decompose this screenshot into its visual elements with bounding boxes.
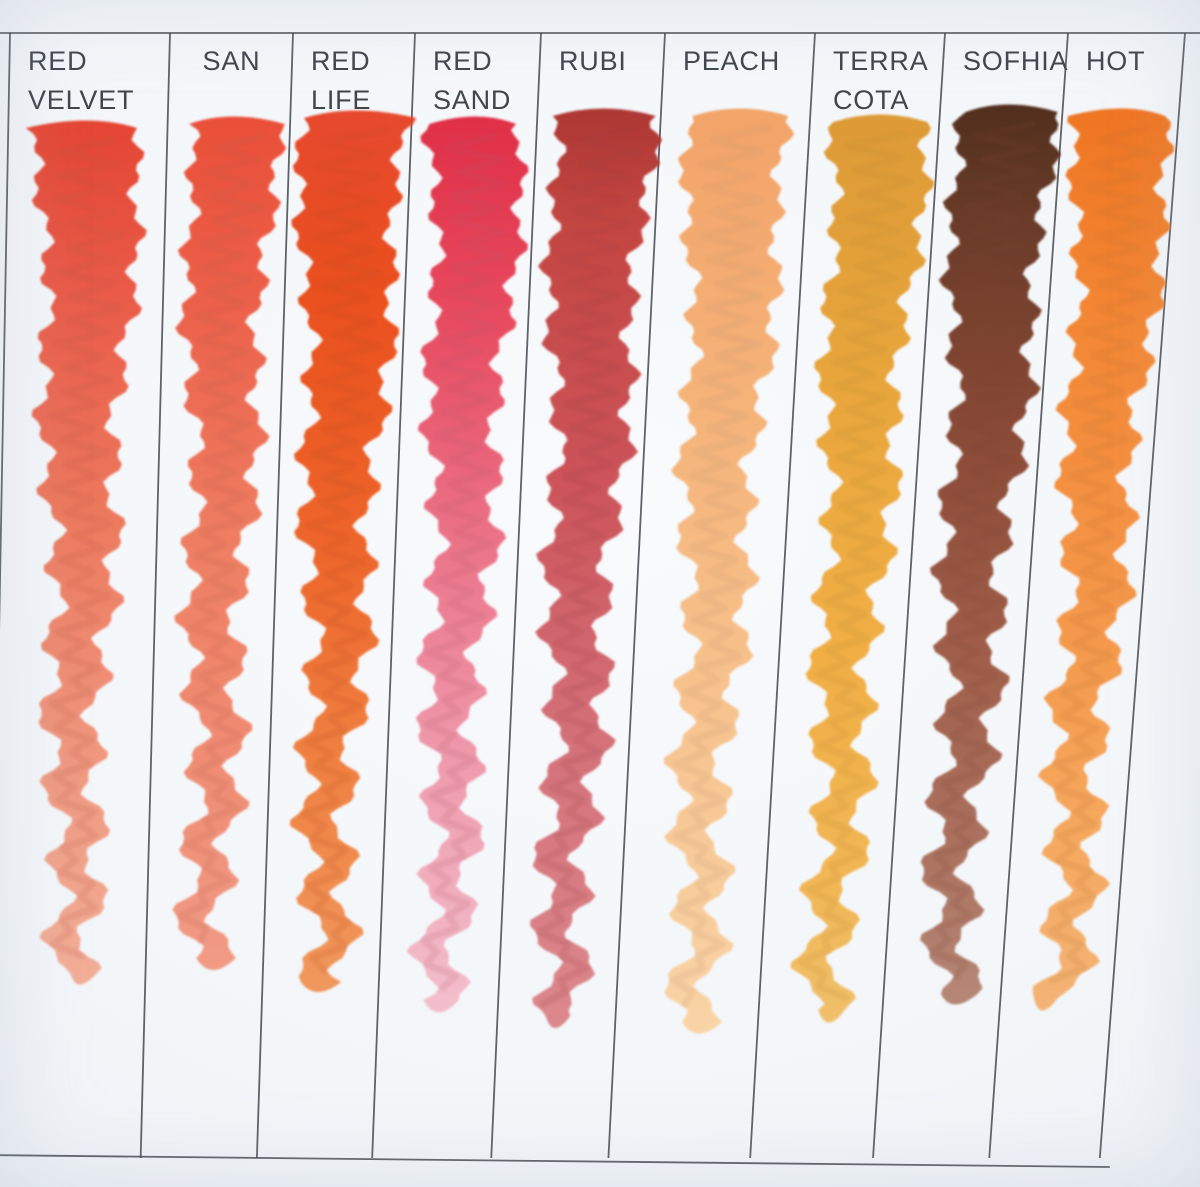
table-column-line: [0, 32, 11, 630]
table-column-line: [1098, 32, 1186, 1159]
swatch-scribble-texture-hot: [1047, 124, 1153, 984]
table-column-line: [255, 32, 294, 1159]
table-bottom-line: [0, 1154, 1110, 1168]
column-header-san: SAN: [202, 46, 261, 76]
swatch-red-life: [290, 110, 417, 992]
column-header-peach: PEACH: [683, 46, 781, 76]
table-column-line: [490, 32, 542, 1159]
table-column-line: [607, 32, 666, 1159]
swatch-rubi: [530, 108, 663, 1028]
table-column-line: [988, 32, 1069, 1159]
column-header-red-life: RED LIFE: [311, 46, 372, 116]
swatch-terra-cota: [790, 114, 935, 1023]
column-header-sofhia: SOFHIA: [963, 46, 1069, 76]
swatch-scribble-texture-red-sand: [420, 132, 508, 992]
table-column-line: [371, 32, 416, 1159]
swatch-peach: [663, 108, 795, 1034]
swatch-scribble-texture-red-velvet: [47, 136, 126, 960]
swatch-san: [172, 116, 287, 970]
column-header-terra-cota: TERRA COTA: [833, 46, 929, 116]
table-column-line: [139, 32, 171, 1159]
table-grid-lines: [0, 32, 1200, 1168]
swatch-sofhia: [920, 104, 1061, 1005]
column-header-hot: HOT: [1086, 46, 1146, 76]
swatch-red-sand: [406, 116, 529, 1013]
column-header-red-sand: RED SAND: [433, 46, 512, 116]
swatch-scribble-texture-terra-cota: [797, 130, 914, 1002]
swatch-scribble-texture-peach: [669, 124, 772, 1008]
swatch-hot: [1032, 108, 1174, 1011]
swatch-scribble-texture-red-life: [300, 126, 389, 974]
swatch-red-velvet: [25, 120, 147, 985]
column-header-rubi: RUBI: [559, 46, 627, 76]
swatch-scribble-texture-rubi: [536, 124, 642, 1008]
table-column-line: [872, 32, 946, 1159]
column-header-red-velvet: RED VELVET: [28, 46, 135, 116]
swatch-scribble-texture-san: [177, 132, 268, 944]
swatch-scribble-texture-sofhia: [929, 120, 1038, 980]
table-column-line: [749, 32, 816, 1159]
